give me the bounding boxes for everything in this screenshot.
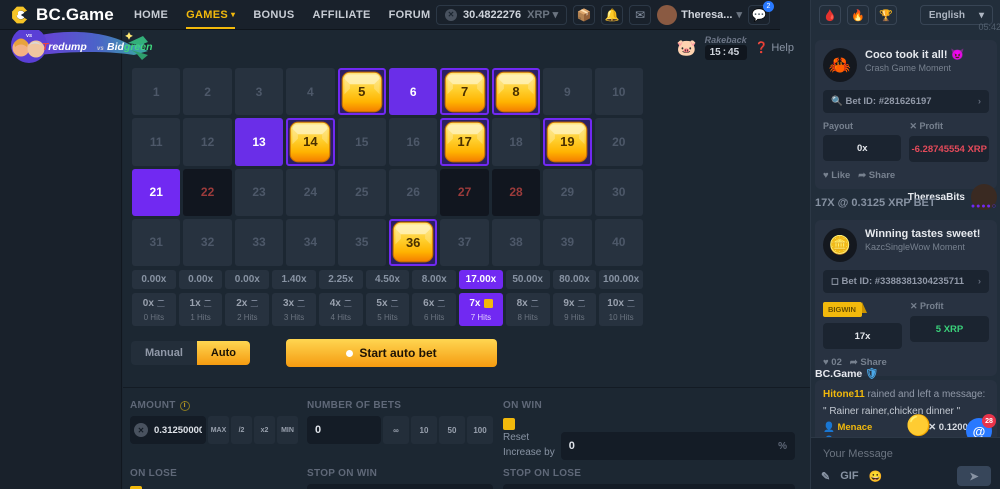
svg-text:VS: VS bbox=[26, 33, 32, 38]
svg-text:Tredump: Tredump bbox=[42, 41, 87, 53]
svg-text:vs: vs bbox=[97, 46, 104, 52]
svg-text:Bidgreen: Bidgreen bbox=[107, 41, 153, 53]
